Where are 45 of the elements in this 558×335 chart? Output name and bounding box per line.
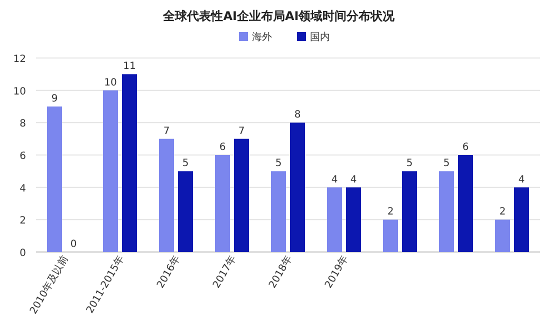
y-tick-label: 2 xyxy=(20,216,26,227)
bar xyxy=(402,171,417,252)
y-tick-label: 0 xyxy=(20,248,26,259)
data-label: 2 xyxy=(387,206,394,218)
data-label: 4 xyxy=(518,174,525,186)
bar xyxy=(495,220,510,252)
bar xyxy=(290,122,305,252)
data-label: 4 xyxy=(350,174,357,186)
data-label: 5 xyxy=(406,158,413,170)
data-label: 6 xyxy=(219,142,226,153)
bar xyxy=(178,171,193,252)
chart-title: 全球代表性AI企业布局AI领域时间分布状况 xyxy=(162,9,396,23)
data-label: 11 xyxy=(123,61,136,72)
data-label: 9 xyxy=(51,94,58,104)
data-label: 5 xyxy=(443,158,450,170)
y-tick-label: 10 xyxy=(13,86,26,98)
y-tick-label: 8 xyxy=(20,118,26,130)
data-label: 6 xyxy=(462,142,469,153)
bar xyxy=(215,155,230,252)
y-tick-label: 12 xyxy=(13,54,26,65)
y-tick-label: 6 xyxy=(20,151,26,162)
bar xyxy=(271,171,286,252)
bar xyxy=(159,138,174,252)
data-label: 4 xyxy=(331,174,338,186)
data-label: 7 xyxy=(163,126,170,137)
data-label: 2 xyxy=(499,206,506,218)
data-label: 0 xyxy=(70,239,77,250)
bar xyxy=(327,187,342,252)
data-label: 7 xyxy=(238,126,245,137)
legend-label: 海外 xyxy=(252,31,272,43)
bar xyxy=(514,187,529,252)
data-label: 8 xyxy=(294,110,301,121)
data-label: 10 xyxy=(104,77,117,88)
bar xyxy=(458,155,473,252)
bar xyxy=(47,106,62,252)
data-label: 5 xyxy=(275,158,282,170)
bar xyxy=(383,220,398,252)
bar xyxy=(122,74,137,252)
bar xyxy=(439,171,454,252)
legend-label: 国内 xyxy=(310,31,330,43)
bar xyxy=(346,187,361,252)
data-label: 5 xyxy=(182,158,189,170)
y-tick-label: 4 xyxy=(20,183,26,194)
bar xyxy=(103,90,118,252)
bar xyxy=(234,138,249,252)
